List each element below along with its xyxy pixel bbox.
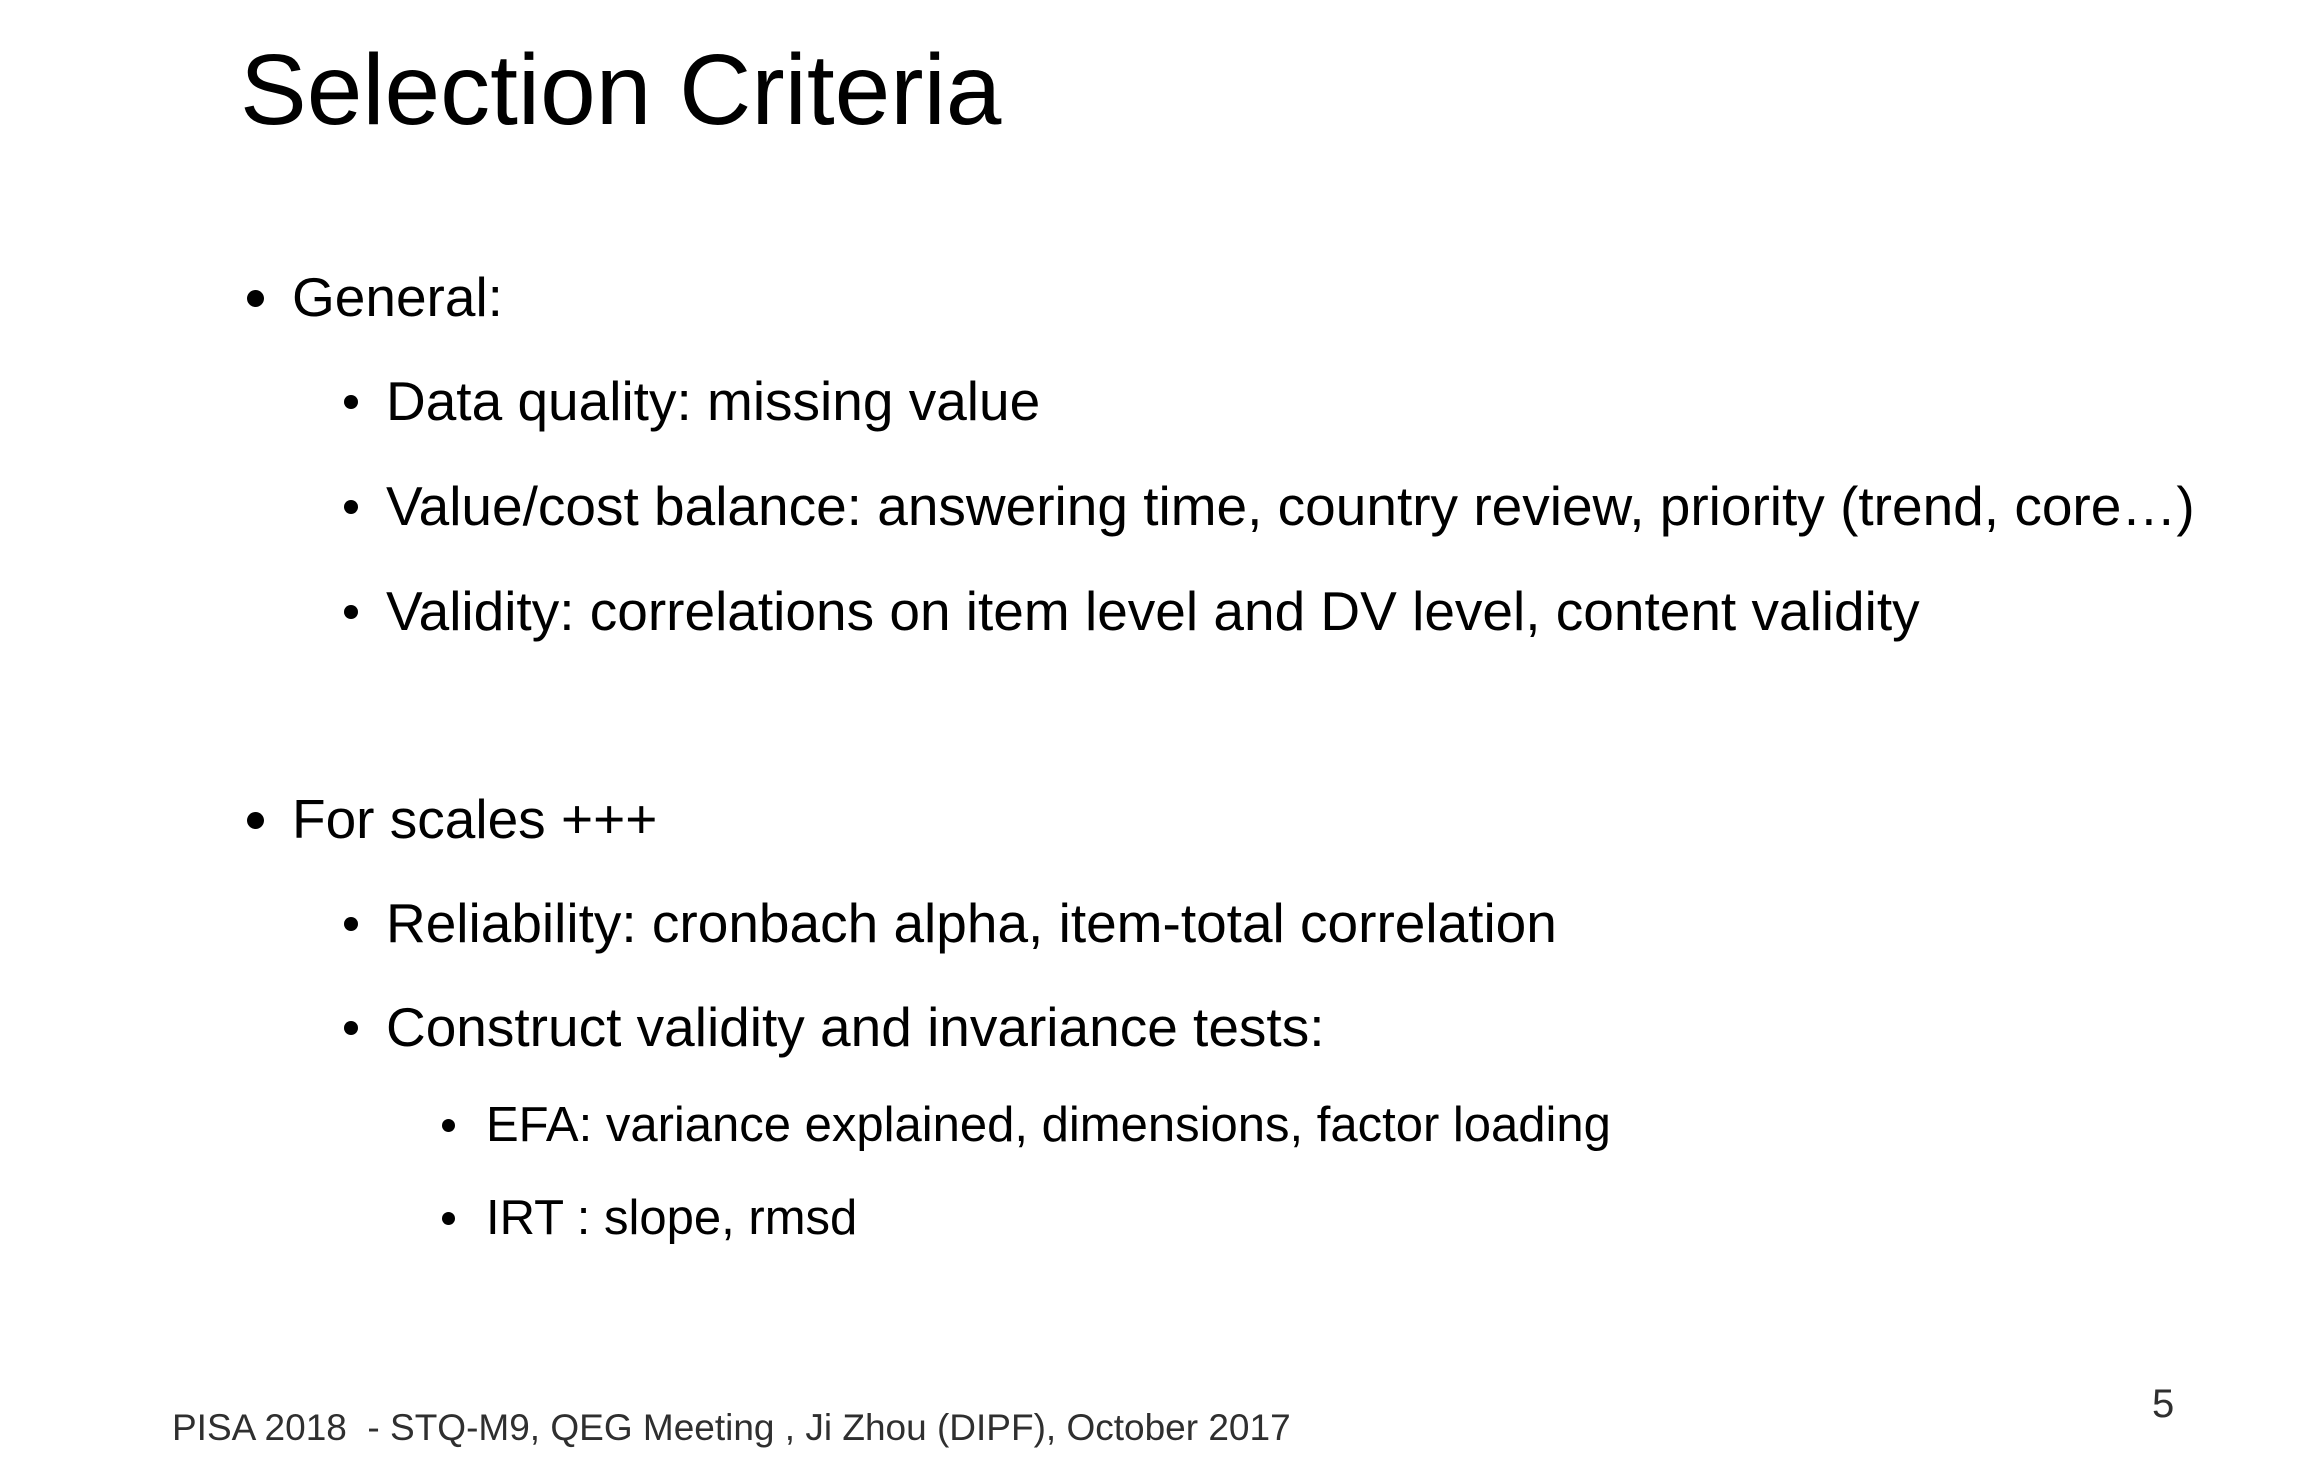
bullet-irt: IRT : slope, rmsd (442, 1187, 858, 1249)
bullet-dot-icon (344, 1021, 358, 1035)
bullet-text: For scales +++ (292, 788, 658, 850)
bullet-value-cost: Value/cost balance: answering time, coun… (344, 471, 2195, 541)
page-number: 5 (2152, 1382, 2175, 1426)
bullet-dot-icon (344, 395, 358, 409)
bullet-dot-icon (247, 812, 264, 829)
bullet-construct-validity: Construct validity and invariance tests: (344, 992, 1325, 1062)
bullet-text: Reliability: cronbach alpha, item-total … (386, 892, 1557, 954)
bullet-text: Data quality: missing value (386, 370, 1041, 432)
bullet-data-quality: Data quality: missing value (344, 366, 1041, 436)
bullet-dot-icon (442, 1119, 455, 1132)
bullet-dot-icon (344, 500, 358, 514)
bullet-text: General: (292, 266, 503, 328)
bullet-efa: EFA: variance explained, dimensions, fac… (442, 1094, 1611, 1156)
bullet-dot-icon (344, 605, 358, 619)
bullet-for-scales: For scales +++ (247, 784, 658, 854)
slide-footer: PISA 2018 - STQ-M9, QEG Meeting , Ji Zho… (172, 1407, 1291, 1448)
slide-title: Selection Criteria (240, 34, 1002, 146)
bullet-general: General: (247, 262, 503, 332)
bullet-text: Value/cost balance: answering time, coun… (386, 475, 2195, 537)
bullet-text: Validity: correlations on item level and… (386, 580, 1920, 642)
bullet-dot-icon (442, 1212, 455, 1225)
bullet-dot-icon (344, 917, 358, 931)
bullet-text: EFA: variance explained, dimensions, fac… (486, 1098, 1611, 1152)
bullet-validity: Validity: correlations on item level and… (344, 576, 1920, 646)
bullet-reliability: Reliability: cronbach alpha, item-total … (344, 888, 1557, 958)
bullet-text: IRT : slope, rmsd (486, 1191, 858, 1245)
bullet-dot-icon (247, 290, 264, 307)
bullet-text: Construct validity and invariance tests: (386, 996, 1325, 1058)
